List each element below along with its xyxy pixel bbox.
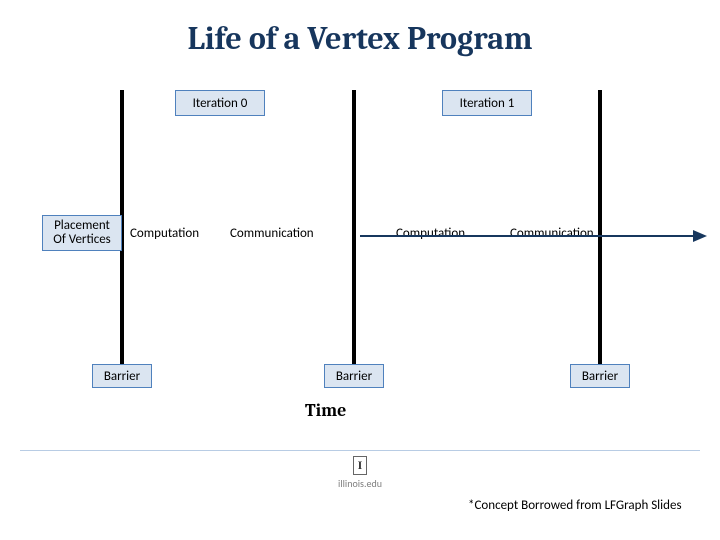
phase-computation-1: Computation (396, 226, 465, 241)
barrier-box-1: Barrier (324, 364, 384, 388)
placement-line2: Of Vertices (53, 233, 111, 247)
time-arrow-line (360, 235, 693, 237)
barrier-line-1 (352, 90, 356, 380)
timeline-diagram: Iteration 0 Iteration 1 Placement Of Ver… (0, 80, 720, 420)
footnote-text: *Concept Borrowed from LFGraph Slides (468, 498, 682, 513)
illinois-logo: I illinois.edu (310, 456, 410, 490)
slide-title: Life of a Vertex Program (0, 20, 720, 57)
time-arrow-head (693, 230, 707, 242)
barrier-box-2: Barrier (570, 364, 630, 388)
illinois-logo-i: I (353, 456, 368, 475)
placement-box: Placement Of Vertices (42, 215, 122, 251)
illinois-logo-text: illinois.edu (338, 477, 382, 490)
iteration-1-box: Iteration 1 (442, 90, 532, 116)
phase-communication-0: Communication (230, 226, 314, 241)
phase-communication-1: Communication (510, 226, 594, 241)
divider-line (20, 450, 700, 451)
iteration-0-box: Iteration 0 (175, 90, 265, 116)
barrier-box-0: Barrier (92, 364, 152, 388)
placement-line1: Placement (54, 219, 110, 233)
time-axis-label: Time (305, 400, 346, 421)
phase-computation-0: Computation (130, 226, 199, 241)
